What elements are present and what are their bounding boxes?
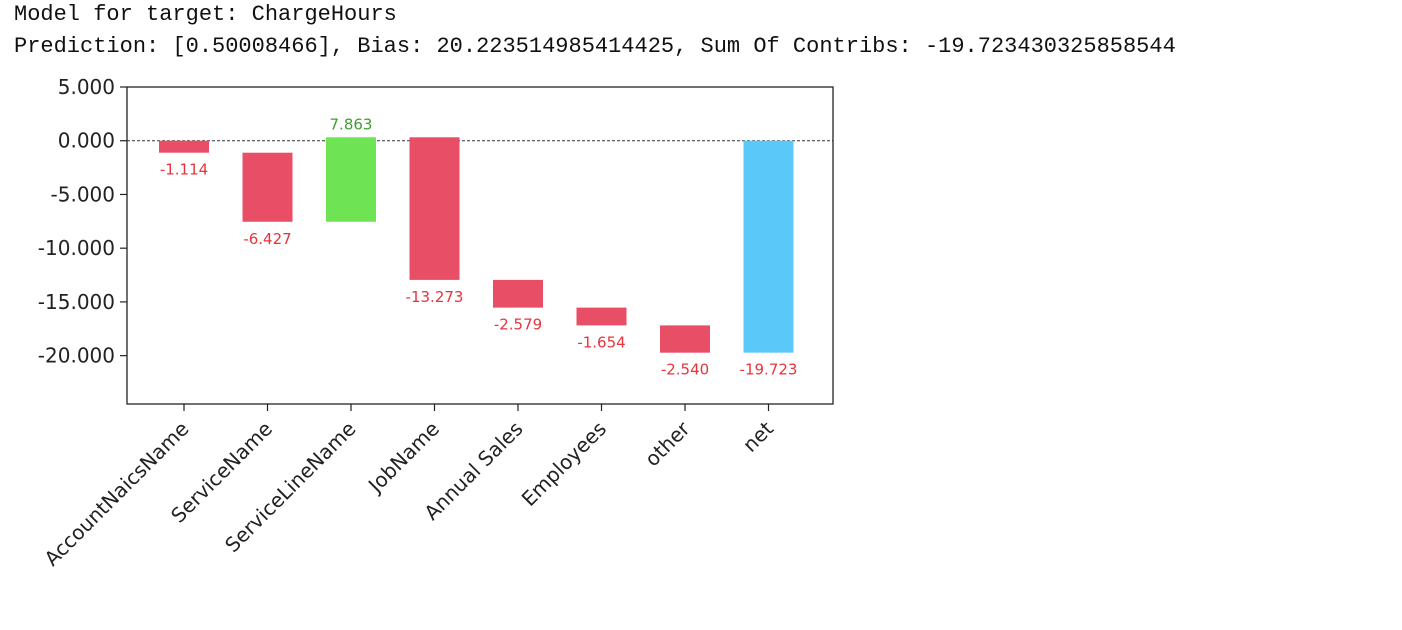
bar-value-label: -1.654: [577, 333, 625, 351]
x-tick-label: other: [640, 416, 695, 471]
y-tick-label: -10.000: [38, 236, 115, 260]
y-tick-label: -20.000: [38, 344, 115, 368]
bar-value-label: -2.540: [661, 361, 709, 379]
bar-value-label: -6.427: [243, 230, 291, 248]
output-prediction-line: Prediction: [0.50008466], Bias: 20.22351…: [14, 34, 1176, 59]
bar-value-label: -19.723: [740, 361, 798, 379]
bar-servicelinename: [326, 137, 376, 222]
x-tick-label: Employees: [517, 417, 611, 511]
bar-accountnaicsname: [159, 140, 209, 153]
bar-value-label: 7.863: [330, 115, 373, 133]
bar-net: [743, 140, 794, 353]
y-tick-label: 0.000: [58, 129, 115, 153]
bar-value-label: -2.579: [494, 316, 542, 334]
x-tick-label: JobName: [362, 417, 444, 499]
y-tick-label: -5.000: [51, 182, 115, 206]
bar-servicename: [242, 152, 293, 222]
x-tick-label: net: [738, 416, 778, 456]
y-tick-label: 5.000: [58, 75, 115, 99]
bar-value-label: -1.114: [160, 161, 208, 179]
bar-value-label: -13.273: [406, 288, 464, 306]
y-tick-label: -15.000: [38, 290, 115, 314]
bar-employees: [576, 307, 627, 326]
plot-frame: [126, 86, 834, 405]
bar-jobname: [409, 137, 460, 280]
bar-annual-sales: [493, 279, 543, 308]
bar-other: [660, 325, 710, 353]
output-model-target-line: Model for target: ChargeHours: [14, 2, 397, 27]
x-tick-label: AccountNaicsName: [39, 417, 193, 571]
